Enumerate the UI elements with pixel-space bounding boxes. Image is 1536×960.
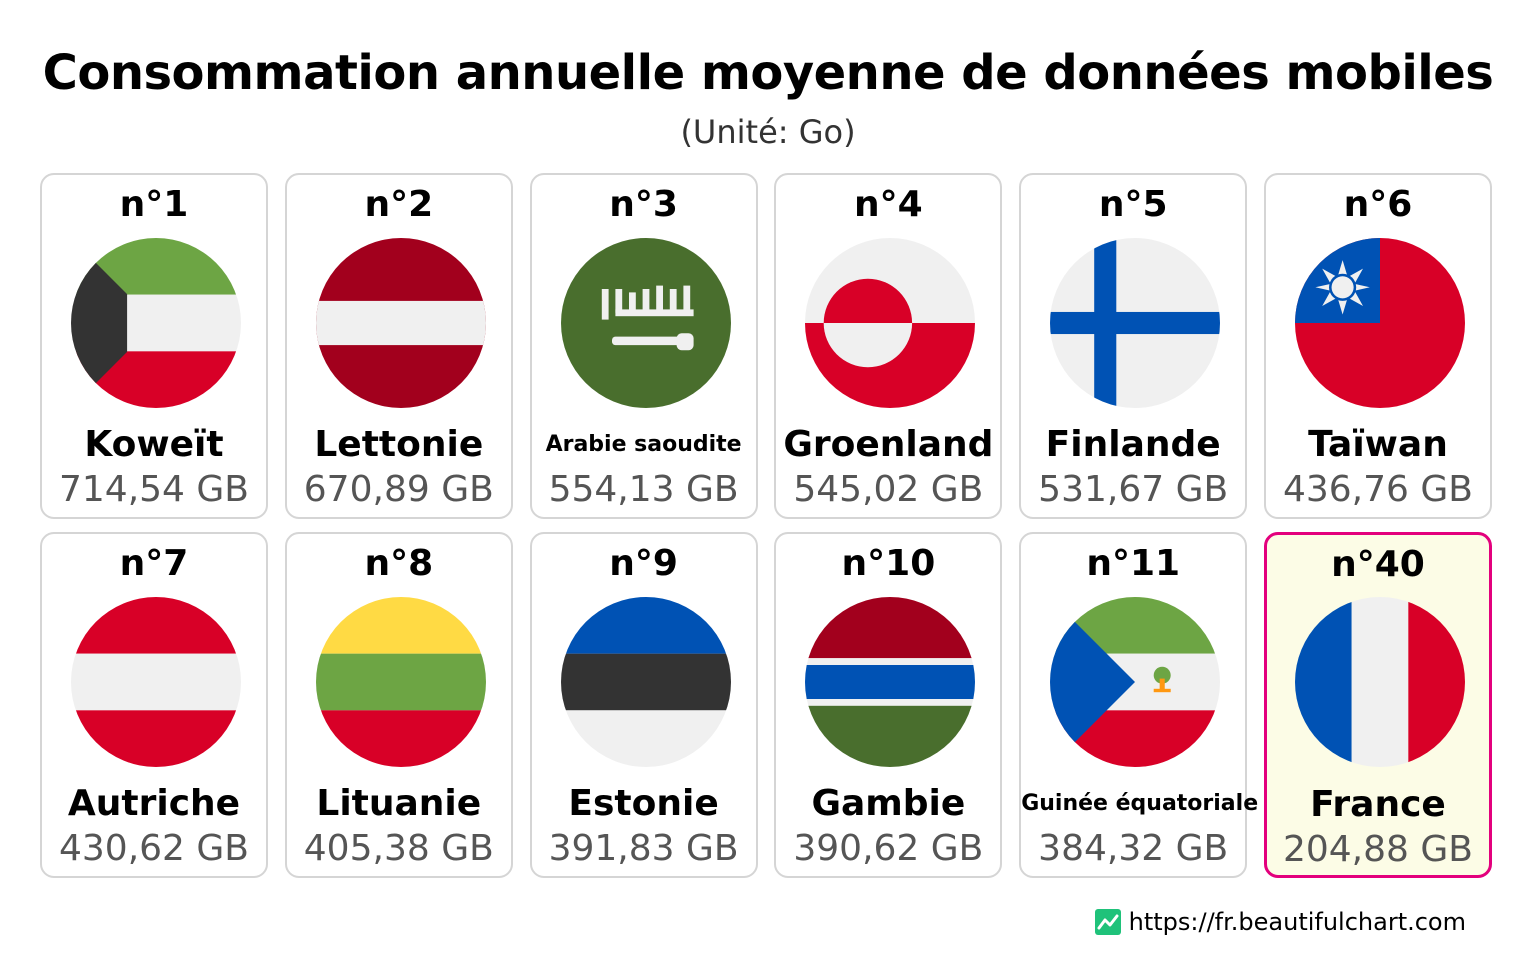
rank-label: n°1 xyxy=(119,184,189,225)
value-label: 714,54 GB xyxy=(58,469,249,510)
country-name: Lettonie xyxy=(314,424,484,465)
country-card: n°5 Finlande 531,67 GB xyxy=(1019,173,1248,519)
country-name: Guinée équatoriale xyxy=(1021,791,1259,816)
beautifulchart-logo-icon xyxy=(1094,909,1121,935)
rank-label: n°11 xyxy=(1086,543,1181,584)
country-card: n°6 Taïwan 436,76 GB xyxy=(1263,173,1492,519)
value-label: 545,02 GB xyxy=(793,469,984,510)
value-label: 436,76 GB xyxy=(1282,469,1473,510)
country-card-highlighted: n°40 France 204,88 GB xyxy=(1263,532,1492,878)
country-name: France xyxy=(1310,784,1446,825)
country-card: n°8 Lituanie 405,38 GB xyxy=(284,532,513,878)
country-name: Gambie xyxy=(811,783,966,824)
rank-label: n°40 xyxy=(1331,544,1425,585)
lithuania-flag-icon xyxy=(315,597,486,767)
kuwait-flag-icon xyxy=(71,238,241,408)
country-name: Finlande xyxy=(1045,424,1221,465)
rank-label: n°8 xyxy=(364,543,434,584)
saudi-arabia-flag-icon xyxy=(560,238,731,408)
gambia-flag-icon xyxy=(805,597,976,767)
value-label: 405,38 GB xyxy=(303,828,494,869)
country-name: Taïwan xyxy=(1308,424,1448,465)
value-label: 670,89 GB xyxy=(303,469,494,510)
rank-label: n°10 xyxy=(841,543,936,584)
estonia-flag-icon xyxy=(560,597,731,767)
country-name: Lituanie xyxy=(316,783,482,824)
value-label: 391,83 GB xyxy=(548,828,739,869)
rank-label: n°9 xyxy=(609,543,678,584)
france-flag-icon xyxy=(1294,597,1465,767)
rank-label: n°6 xyxy=(1343,184,1413,225)
country-card: n°11 Guinée équatoriale 384,32 GB xyxy=(1019,532,1259,878)
country-card: n°7 Autriche 430,62 GB xyxy=(40,532,268,878)
greenland-flag-icon xyxy=(805,238,976,408)
value-label: 204,88 GB xyxy=(1282,829,1473,870)
country-name: Koweït xyxy=(84,424,224,465)
taiwan-flag-icon xyxy=(1294,238,1465,408)
rank-label: n°4 xyxy=(854,184,923,225)
value-label: 430,62 GB xyxy=(58,828,249,869)
source-url[interactable]: https://fr.beautifulchart.com xyxy=(1128,908,1466,936)
equatorial-guinea-flag-icon xyxy=(1050,597,1221,767)
finland-flag-icon xyxy=(1050,238,1221,408)
ranking-grid: n°1 Koweït 714,54 GB n°2 Lettonie 670,89… xyxy=(40,173,1492,878)
rank-label: n°7 xyxy=(119,543,189,584)
country-card: n°2 Lettonie 670,89 GB xyxy=(284,173,513,519)
value-label: 554,13 GB xyxy=(548,469,739,510)
country-card: n°9 Estonie 391,83 GB xyxy=(529,532,758,878)
country-card: n°1 Koweït 714,54 GB xyxy=(40,173,268,519)
austria-flag-icon xyxy=(71,597,241,767)
country-card: n°4 Groenland 545,02 GB xyxy=(774,173,1003,519)
value-label: 531,67 GB xyxy=(1038,469,1229,510)
value-label: 384,32 GB xyxy=(1038,828,1229,869)
country-name: Arabie saoudite xyxy=(545,432,742,457)
chart-title: Consommation annuelle moyenne de données… xyxy=(42,45,1494,101)
rank-label: n°2 xyxy=(364,184,434,225)
rank-label: n°3 xyxy=(609,184,678,225)
country-name: Groenland xyxy=(783,424,994,465)
country-card: n°3 Arabie saoudite 554,13 GB xyxy=(529,173,758,519)
latvia-flag-icon xyxy=(315,238,486,408)
rank-label: n°5 xyxy=(1098,184,1168,225)
value-label: 390,62 GB xyxy=(793,828,984,869)
chart-subtitle: (Unité: Go) xyxy=(680,113,856,151)
country-card: n°10 Gambie 390,62 GB xyxy=(774,532,1003,878)
source-footer: https://fr.beautifulchart.com xyxy=(1094,904,1466,940)
country-name: Autriche xyxy=(67,783,241,824)
country-name: Estonie xyxy=(568,783,719,824)
